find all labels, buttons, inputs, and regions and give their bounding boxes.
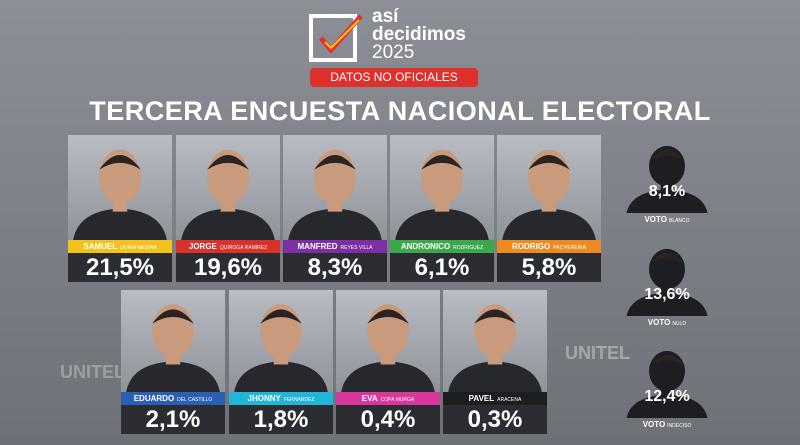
other-card: 13,6% VOTO NULO [622,238,712,330]
logo-year: 2025 [372,42,415,63]
watermark: UNITEL [565,343,630,363]
candidate-photo [68,135,172,240]
percentage: 21,5% [68,253,172,282]
other-label: VOTO INDECISO [622,420,712,429]
percentage: 8,3% [283,253,387,282]
other-label: VOTO BLANCO [622,215,712,224]
candidate-card: JHONNY FERNANDEZ 1,8% [229,290,333,434]
vote-kind: NULO [672,321,687,327]
name-bar: JORGE QUIROGA RAMIREZ [176,240,280,253]
candidate-card: JORGE QUIROGA RAMIREZ 19,6% [176,135,280,282]
vote-kind: BLANCO [668,218,690,224]
first-name: RODRIGO [512,242,551,251]
name-bar: RODRIGO PAZ PEREIRA [497,240,601,253]
percentage: 5,8% [497,253,601,282]
title: TERCERA ENCUESTA NACIONAL ELECTORAL [89,96,711,126]
name-bar: EDUARDO DEL CASTILLO [121,392,225,405]
percentage: 19,6% [176,253,280,282]
name-bar: SAMUEL DORIA MEDINA [68,240,172,253]
other-value: 13,6% [644,286,690,303]
last-name: ARACENA [497,397,522,403]
name-bar: EVA COPA MURGA [336,392,440,405]
name-bar: PAVEL ARACENA [443,392,547,405]
badge: DATOS NO OFICIALES [310,68,478,87]
silhouette [622,135,712,218]
watermark: UNITEL [60,362,125,382]
other-value: 8,1% [648,183,686,200]
silhouette [622,340,712,423]
last-name: FERNANDEZ [283,397,315,403]
logo-line: así [372,6,399,27]
candidate-photo [497,135,601,240]
first-name: EDUARDO [133,394,175,403]
candidate-photo [229,290,333,392]
other-value: 12,4% [644,388,690,405]
last-name: PAZ PEREIRA [553,245,586,251]
vote-label: VOTO [644,215,667,224]
name-bar: JHONNY FERNANDEZ [229,392,333,405]
last-name: QUIROGA RAMIREZ [219,245,268,251]
percentage: 2,1% [121,405,225,434]
first-name: JORGE [188,242,217,251]
name-bar: MANFRED REYES VILLA [283,240,387,253]
candidate-card: PAVEL ARACENA 0,3% [443,290,547,434]
vote-label: VOTO [642,420,666,429]
candidate-photo [283,135,387,240]
other-card: 12,4% VOTO INDECISO [622,340,712,432]
logo-box [309,14,363,62]
first-name: SAMUEL [83,242,118,251]
percentage: 1,8% [229,405,333,434]
percentage: 0,4% [336,405,440,434]
candidate-card: RODRIGO PAZ PEREIRA 5,8% [497,135,601,282]
candidate-card: ANDRONICO RODRIGUEZ 6,1% [390,135,494,282]
candidate-photo [443,290,547,392]
percentage: 0,3% [443,405,547,434]
first-name: JHONNY [247,394,281,403]
vote-kind: INDECISO [667,423,692,429]
candidate-card: SAMUEL DORIA MEDINA 21,5% [68,135,172,282]
first-name: ANDRONICO [400,242,451,251]
last-name: REYES VILLA [340,245,373,251]
other-label: VOTO NULO [622,318,712,327]
candidate-photo [176,135,280,240]
candidate-card: EVA COPA MURGA 0,4% [336,290,440,434]
candidate-card: MANFRED REYES VILLA 8,3% [283,135,387,282]
last-name: DORIA MEDINA [120,245,157,251]
percentage: 6,1% [390,253,494,282]
candidate-photo [121,290,225,392]
first-name: MANFRED [297,242,338,251]
first-name: EVA [361,394,378,403]
candidate-photo [390,135,494,240]
other-card: 8,1% VOTO BLANCO [622,135,712,227]
vote-label: VOTO [647,318,671,327]
name-bar: ANDRONICO RODRIGUEZ [390,240,494,253]
last-name: COPA MURGA [380,397,415,403]
silhouette [622,238,712,321]
logo-line: decidimos [372,24,466,45]
candidate-photo [336,290,440,392]
last-name: RODRIGUEZ [453,245,484,251]
logo-text: así decidimos 2025 [372,6,466,63]
last-name: DEL CASTILLO [177,397,213,403]
candidate-card: EDUARDO DEL CASTILLO 2,1% [121,290,225,434]
first-name: PAVEL [468,394,495,403]
